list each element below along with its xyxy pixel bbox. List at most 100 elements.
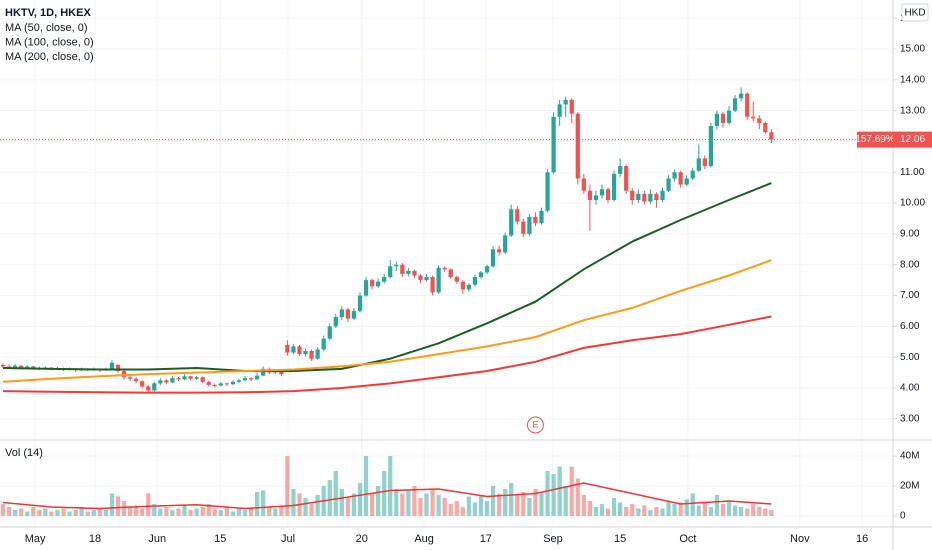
volume-bar bbox=[97, 508, 102, 516]
volume-bar bbox=[224, 506, 229, 516]
x-tick-label: 15 bbox=[214, 533, 226, 545]
volume-bar bbox=[436, 494, 441, 516]
volume-bar bbox=[418, 497, 423, 516]
candle-body bbox=[248, 378, 254, 380]
candle-body bbox=[424, 277, 429, 281]
volume-bar bbox=[442, 497, 447, 516]
event-marker bbox=[526, 416, 544, 434]
volume-bar bbox=[152, 503, 157, 516]
candle-body bbox=[285, 344, 290, 353]
candle-body bbox=[115, 364, 121, 372]
candle-body bbox=[25, 366, 30, 368]
candle-body bbox=[218, 383, 223, 386]
volume-bar bbox=[503, 488, 508, 516]
volume-bar bbox=[285, 456, 290, 516]
volume-bar bbox=[188, 509, 193, 516]
volume-bar bbox=[660, 508, 665, 516]
candle-body bbox=[400, 264, 405, 274]
volume-tick-label: 40M bbox=[900, 451, 919, 462]
candle-body bbox=[654, 193, 659, 201]
volume-bar bbox=[605, 508, 611, 516]
volume-bar bbox=[134, 505, 139, 516]
y-tick-label: 8.00 bbox=[900, 259, 920, 270]
candle-body bbox=[212, 384, 217, 386]
y-tick-label: 7.00 bbox=[900, 290, 920, 301]
volume-bar bbox=[581, 494, 586, 516]
candle-body bbox=[19, 365, 24, 368]
candle-body bbox=[466, 284, 472, 290]
candle-body bbox=[230, 381, 236, 385]
candle-body bbox=[418, 275, 423, 281]
volume-tick-label: 0 bbox=[900, 511, 906, 522]
y-tick-label: 3.00 bbox=[900, 413, 920, 424]
volume-bar bbox=[394, 488, 399, 516]
volume-bar bbox=[85, 511, 90, 516]
candle-body bbox=[569, 99, 574, 114]
candle-body bbox=[333, 317, 338, 327]
volume-bar bbox=[430, 488, 435, 516]
candle-body bbox=[436, 267, 441, 293]
volume-bar bbox=[91, 509, 96, 516]
volume-bar bbox=[466, 496, 472, 516]
candle-body bbox=[708, 126, 714, 167]
volume-bar bbox=[376, 485, 381, 516]
candle-body bbox=[515, 209, 520, 222]
volume-bar bbox=[67, 511, 72, 516]
volume-bar bbox=[509, 483, 514, 516]
volume-bar bbox=[490, 485, 496, 516]
volume-bar bbox=[593, 506, 599, 516]
volume-bar bbox=[460, 506, 465, 516]
candle-body bbox=[642, 193, 647, 202]
candle-body bbox=[261, 368, 266, 376]
legend-entry: MA (50, close, 0) bbox=[5, 22, 88, 34]
volume-bar bbox=[521, 491, 526, 516]
candle-body bbox=[527, 216, 532, 234]
symbol-title: HKTV, 1D, HKEX bbox=[5, 7, 91, 19]
volume-bar bbox=[478, 494, 484, 516]
labels: May 18 Jun 15 Jul 20 Aug 17 Sep 15 Oct Nov 16 3.00 4.0… bbox=[5, 13, 932, 545]
volume-bar bbox=[369, 493, 375, 516]
volume-bar bbox=[400, 493, 405, 516]
volume-bar bbox=[115, 496, 121, 516]
volume-bar bbox=[55, 509, 60, 516]
candle-body bbox=[13, 365, 18, 368]
volume-bar bbox=[158, 508, 163, 516]
volume-bar bbox=[279, 505, 284, 516]
volume-bar bbox=[61, 508, 66, 516]
candle-body bbox=[297, 346, 302, 355]
candle-body bbox=[672, 172, 677, 179]
volume-bar bbox=[763, 508, 768, 516]
volume-bar bbox=[73, 509, 78, 516]
volume-bar bbox=[164, 506, 169, 516]
candle-body bbox=[315, 349, 320, 359]
volume-bar bbox=[702, 502, 707, 516]
volume-bar bbox=[611, 497, 617, 516]
volume-bar bbox=[720, 503, 726, 516]
x-tick-label: May bbox=[25, 533, 46, 545]
candle-body bbox=[291, 346, 296, 353]
candle-body bbox=[678, 172, 683, 185]
y-tick-label: 14.00 bbox=[900, 74, 925, 85]
volume-bar bbox=[363, 456, 369, 516]
volume-bar bbox=[587, 500, 593, 516]
volume-bar bbox=[739, 506, 744, 516]
x-tick-label: Jul bbox=[281, 533, 295, 545]
volume-bar bbox=[732, 505, 738, 516]
volume-bar bbox=[345, 497, 351, 516]
candle-body bbox=[448, 269, 453, 278]
volume-tick-label: 20M bbox=[900, 481, 919, 492]
volume-bar bbox=[599, 503, 605, 516]
last-price-label: 12.06 bbox=[900, 134, 925, 145]
x-tick-label: 18 bbox=[89, 533, 101, 545]
volume-bar bbox=[200, 506, 205, 516]
currency-box bbox=[901, 3, 929, 22]
change-label: 157.69% bbox=[855, 134, 895, 145]
candle-body bbox=[745, 93, 750, 117]
candle-body bbox=[533, 216, 538, 224]
x-tick-label: Nov bbox=[790, 533, 810, 545]
candle-body bbox=[134, 378, 139, 382]
candle-body bbox=[551, 116, 556, 173]
volume-bar bbox=[79, 506, 84, 516]
moving-average-line bbox=[2, 315, 772, 394]
volume-bar bbox=[618, 502, 623, 516]
